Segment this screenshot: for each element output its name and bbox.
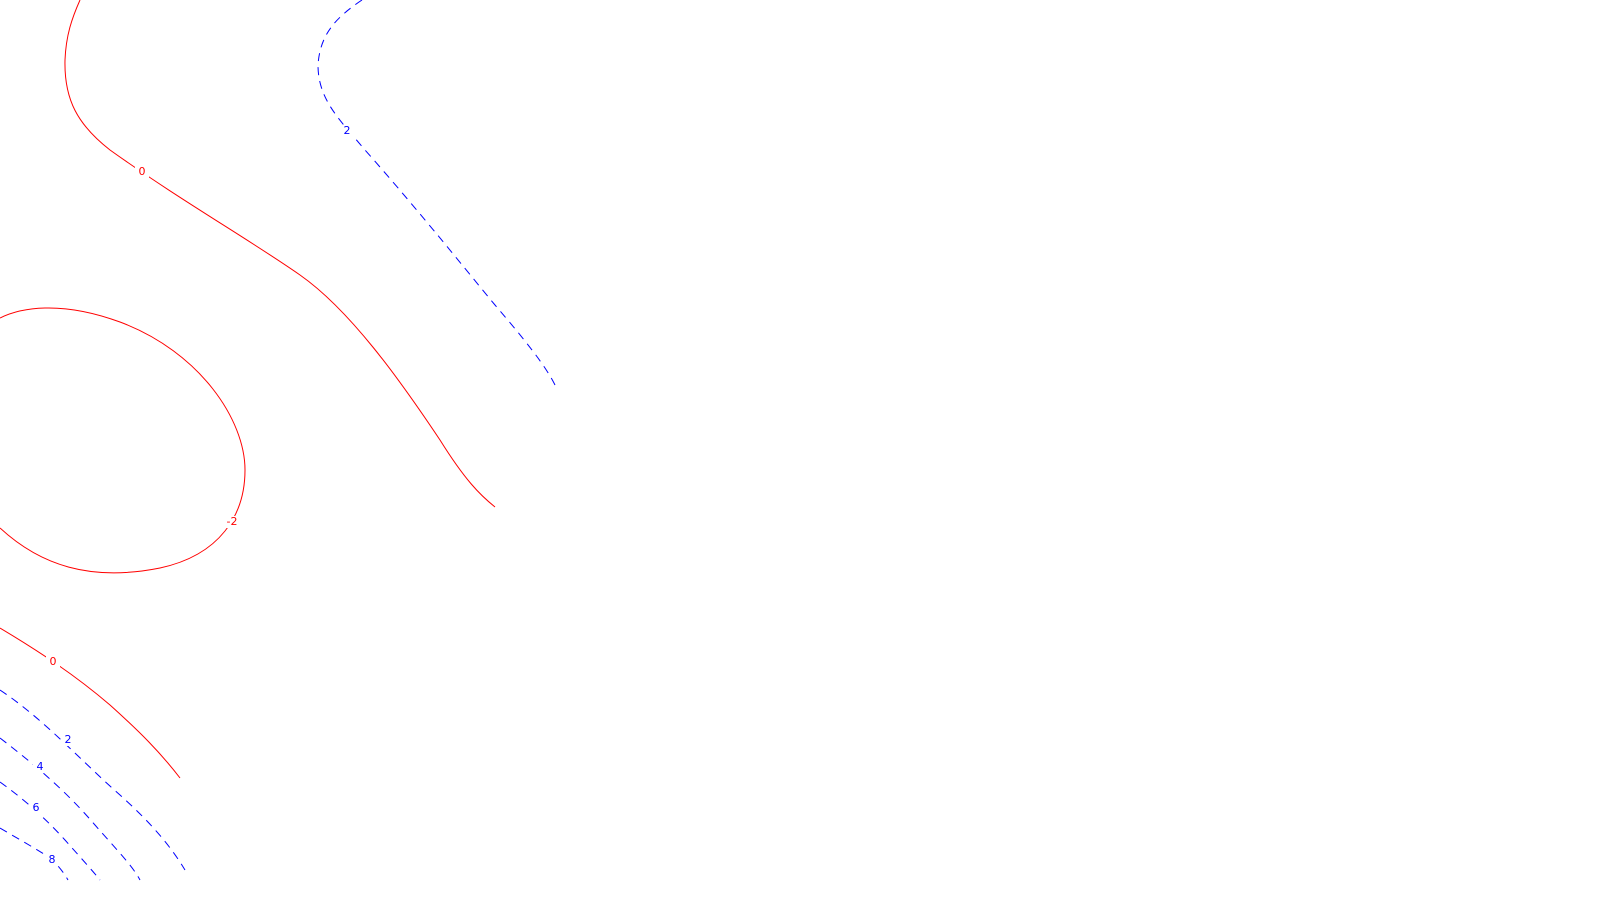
contour-label: 4 — [37, 760, 44, 773]
contour-line-4-5 — [0, 737, 141, 881]
contour-label: 0 — [139, 165, 146, 178]
contour-line--2-1 — [0, 307, 246, 574]
contour-line-2-4 — [0, 689, 186, 871]
contour-label: 8 — [49, 853, 56, 866]
contour-line-0-0 — [64, 0, 496, 508]
contour-label-background — [135, 166, 149, 178]
contour-label: 6 — [33, 801, 40, 814]
contour-line-2-3 — [317, 0, 556, 386]
contour-line-6-6 — [0, 781, 101, 881]
contour-line-0-2 — [0, 627, 181, 779]
contour-label: 2 — [65, 733, 72, 746]
contour-label: -2 — [227, 515, 238, 528]
contour-label-background — [45, 854, 59, 866]
contour-label: 2 — [344, 124, 351, 137]
contour-label: 0 — [50, 655, 57, 668]
contour-label-background — [340, 125, 354, 137]
contour-label-background — [225, 516, 239, 528]
contour-label-background — [33, 761, 47, 773]
contour-label-background — [61, 734, 75, 746]
contour-label-background — [29, 802, 43, 814]
contour-label-background — [46, 656, 60, 668]
